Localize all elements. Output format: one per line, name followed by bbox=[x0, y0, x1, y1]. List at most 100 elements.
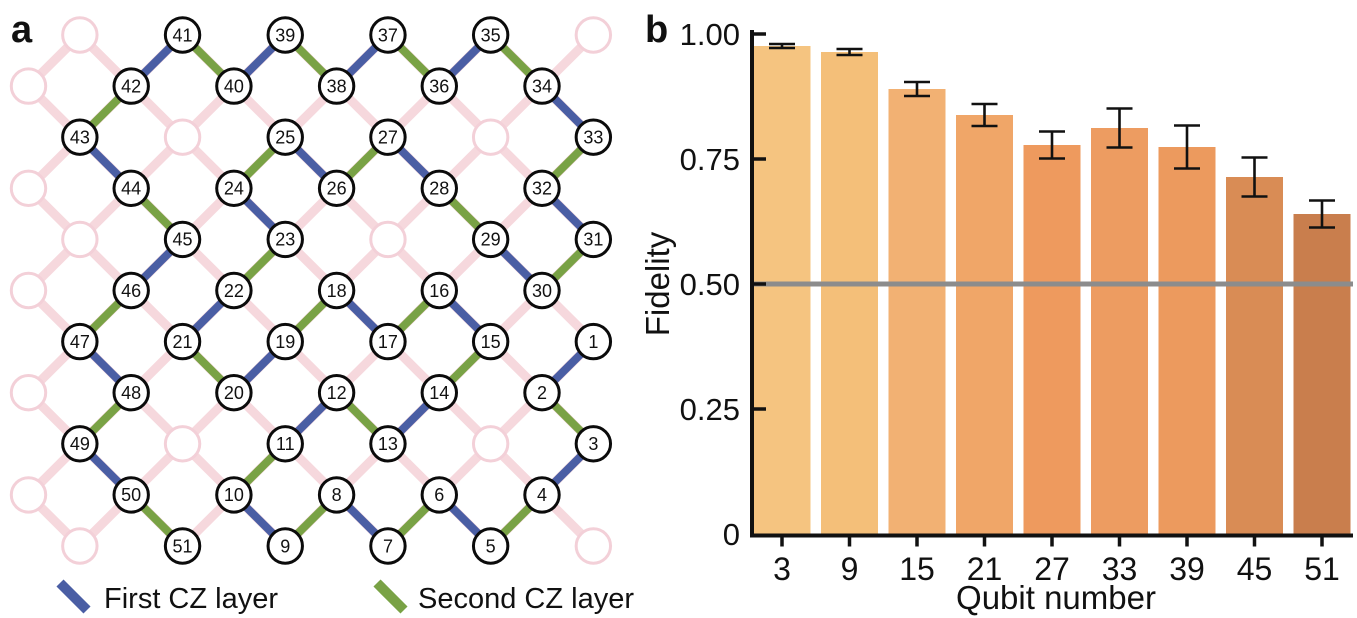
qubit-node-40 bbox=[215, 67, 253, 105]
qubit-node-label-35: 35 bbox=[481, 25, 501, 45]
fidelity-bar-39 bbox=[1158, 147, 1216, 537]
x-tick-label-15: 15 bbox=[899, 551, 935, 587]
qubit-node-label-14: 14 bbox=[429, 383, 449, 403]
x-tick-label-39: 39 bbox=[1169, 551, 1205, 587]
qubit-node-49 bbox=[61, 425, 99, 463]
qubit-node-35 bbox=[471, 16, 510, 54]
qubit-node-9 bbox=[266, 527, 304, 565]
qubit-node-24 bbox=[215, 169, 253, 208]
x-tick-label-3: 3 bbox=[773, 551, 791, 587]
panel-b-letter: b bbox=[645, 9, 668, 51]
qubit-node-label-37: 37 bbox=[378, 25, 398, 45]
chart-axes bbox=[750, 30, 1353, 547]
y-tick-label-0.25: 0.25 bbox=[680, 392, 740, 427]
qubit-node-6 bbox=[420, 476, 458, 514]
qubit-node-label-49: 49 bbox=[70, 434, 90, 454]
qubit-node-31 bbox=[574, 220, 613, 259]
qubit-node-39 bbox=[266, 16, 304, 54]
qubit-node-unused bbox=[574, 16, 613, 54]
x-axis-title: Qubit number bbox=[956, 579, 1156, 616]
qubit-node-unused bbox=[163, 118, 202, 156]
panel-a-lattice-diagram: 1234567891011121314151617181920212223242… bbox=[9, 9, 634, 615]
qubit-node-19 bbox=[266, 322, 304, 361]
lattice-unused-nodes bbox=[9, 16, 613, 565]
qubit-node-unused bbox=[9, 169, 48, 208]
qubit-node-37 bbox=[369, 16, 407, 54]
qubit-node-45 bbox=[163, 220, 202, 259]
y-tick-label-1.00: 1.00 bbox=[680, 17, 740, 52]
qubit-node-unused bbox=[9, 374, 48, 412]
qubit-node-17 bbox=[369, 322, 407, 361]
qubit-node-label-5: 5 bbox=[486, 536, 496, 556]
qubit-node-label-10: 10 bbox=[224, 485, 244, 505]
qubit-node-label-48: 48 bbox=[121, 383, 141, 403]
y-tick-label-0.50: 0.50 bbox=[680, 267, 740, 302]
qubit-node-label-22: 22 bbox=[224, 281, 244, 301]
qubit-node-46 bbox=[112, 271, 150, 310]
x-tick-label-27: 27 bbox=[1034, 551, 1070, 587]
qubit-node-label-29: 29 bbox=[481, 230, 501, 250]
qubit-node-32 bbox=[523, 169, 561, 208]
qubit-node-16 bbox=[420, 271, 458, 310]
y-tick-label-0: 0 bbox=[723, 517, 740, 552]
qubit-node-22 bbox=[215, 271, 253, 310]
qubit-node-unused bbox=[9, 271, 48, 310]
qubit-node-label-19: 19 bbox=[275, 332, 295, 352]
cz-layer-legend: First CZ layer Second CZ layer bbox=[56, 579, 634, 615]
y-axis-title: Fidelity bbox=[639, 231, 676, 336]
qubit-node-label-11: 11 bbox=[276, 434, 295, 454]
qubit-node-36 bbox=[420, 67, 458, 105]
qubit-node-4 bbox=[523, 476, 561, 514]
qubit-node-label-39: 39 bbox=[275, 25, 295, 45]
qubit-node-7 bbox=[369, 527, 407, 565]
qubit-node-label-44: 44 bbox=[121, 179, 141, 199]
qubit-node-33 bbox=[574, 118, 613, 156]
qubit-node-41 bbox=[163, 16, 202, 54]
qubit-node-25 bbox=[266, 118, 304, 156]
qubit-node-label-24: 24 bbox=[224, 179, 244, 199]
fidelity-bar-45 bbox=[1226, 177, 1283, 537]
qubit-node-label-47: 47 bbox=[70, 332, 90, 352]
y-tick-label-0.75: 0.75 bbox=[680, 142, 740, 177]
chart-tick-labels: 00.250.500.751.003 9 15 21 27 33 39 45 51 bbox=[680, 17, 1340, 587]
qubit-node-2 bbox=[523, 374, 561, 412]
qubit-node-label-41: 41 bbox=[173, 25, 193, 45]
qubit-node-label-34: 34 bbox=[532, 76, 552, 96]
fidelity-bar-3 bbox=[753, 46, 811, 537]
x-tick-label-33: 33 bbox=[1102, 551, 1138, 587]
qubit-node-1 bbox=[574, 322, 613, 361]
qubit-node-label-2: 2 bbox=[537, 383, 547, 403]
qubit-node-10 bbox=[215, 476, 253, 514]
qubit-node-8 bbox=[317, 476, 356, 514]
qubit-node-label-51: 51 bbox=[173, 536, 193, 556]
fidelity-bar-51 bbox=[1293, 214, 1351, 537]
x-tick-label-9: 9 bbox=[841, 551, 859, 587]
qubit-node-label-15: 15 bbox=[481, 332, 501, 352]
qubit-node-label-46: 46 bbox=[121, 281, 141, 301]
qubit-node-label-27: 27 bbox=[378, 128, 398, 148]
qubit-node-unused bbox=[61, 527, 99, 565]
qubit-node-21 bbox=[163, 322, 202, 361]
qubit-node-unused bbox=[9, 67, 48, 105]
lattice-qubit-nodes: 1234567891011121314151617181920212223242… bbox=[61, 16, 613, 565]
second-cz-layer-label: Second CZ layer bbox=[418, 583, 634, 615]
qubit-node-unused bbox=[471, 425, 510, 463]
qubit-node-label-4: 4 bbox=[537, 485, 547, 505]
first-cz-layer-label: First CZ layer bbox=[104, 583, 278, 615]
qubit-node-label-23: 23 bbox=[275, 230, 295, 250]
qubit-node-label-42: 42 bbox=[121, 76, 141, 96]
qubit-node-42 bbox=[112, 67, 150, 105]
qubit-node-5 bbox=[471, 527, 510, 565]
fidelity-bar-33 bbox=[1091, 128, 1148, 537]
qubit-node-label-6: 6 bbox=[434, 485, 444, 505]
qubit-node-label-12: 12 bbox=[327, 383, 347, 403]
qubit-node-38 bbox=[317, 67, 356, 105]
panel-b-fidelity-chart: 00.250.500.751.003 9 15 21 27 33 39 45 51 Fideli… bbox=[639, 9, 1353, 616]
qubit-node-unused bbox=[471, 118, 510, 156]
qubit-node-48 bbox=[112, 374, 150, 412]
qubit-node-label-33: 33 bbox=[583, 128, 603, 148]
qubit-node-label-18: 18 bbox=[327, 281, 347, 301]
qubit-node-label-16: 16 bbox=[429, 281, 449, 301]
first-cz-layer-swatch-icon bbox=[56, 579, 91, 614]
